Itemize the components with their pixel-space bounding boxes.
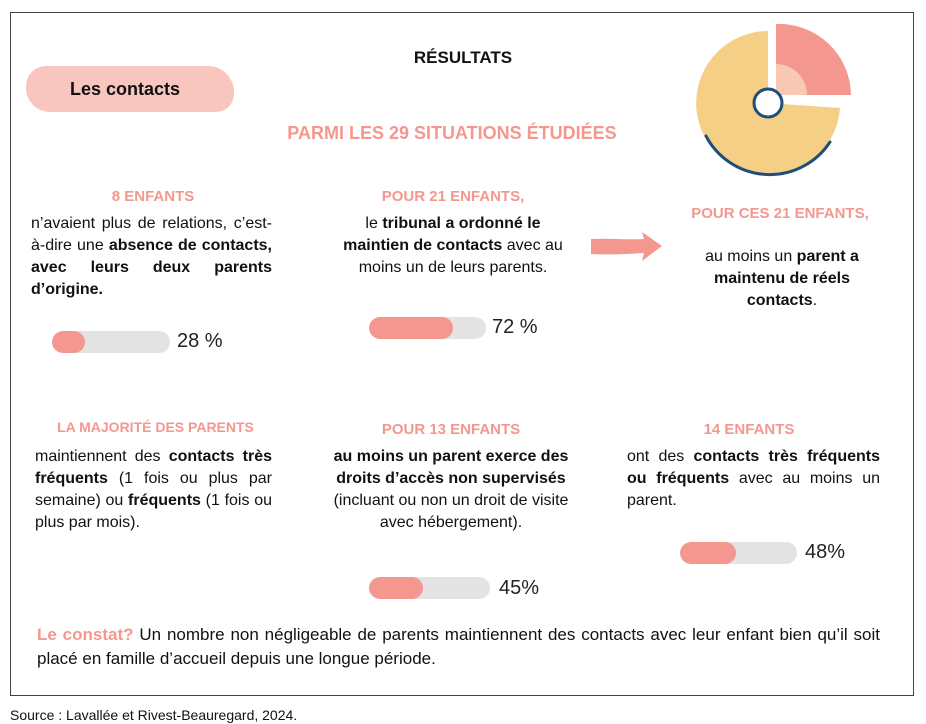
arrow-right-icon	[591, 232, 662, 261]
text-segment: fréquents	[128, 492, 201, 509]
block-4-heading: LA MAJORITÉ DES PARENTS	[57, 419, 254, 435]
progress-bar-28	[52, 331, 170, 353]
progress-fill	[369, 317, 454, 339]
progress-fill	[680, 542, 737, 564]
block-4-text: maintiennent des contacts très fréquents…	[35, 446, 272, 534]
block-1-text: n’avaient plus de relations, c’est-à-dir…	[31, 213, 272, 301]
conclusion-lead: Le constat?	[37, 625, 134, 644]
text-segment: absence de contacts, avec leurs deux par…	[31, 237, 272, 298]
block-5-text: au moins un parent exerce des droits d’a…	[328, 446, 574, 534]
text-segment: contacts très fréquents	[35, 448, 272, 487]
block-2-heading: POUR 21 ENFANTS,	[381, 188, 525, 205]
section-tag: Les contacts	[26, 66, 234, 112]
percent-label: 72 %	[492, 316, 538, 338]
percent-label: 28 %	[177, 330, 223, 352]
text-segment: (1 fois ou plus par mois).	[35, 492, 272, 531]
block-3-text: au moins un parent a maintenu de réels c…	[678, 246, 886, 312]
conclusion-paragraph: Le constat? Un nombre non négligeable de…	[37, 623, 880, 671]
progress-bar-72	[369, 317, 486, 339]
text-segment: tribunal a ordonné le maintien de contac…	[343, 215, 541, 254]
percent-label: 45%	[499, 577, 540, 599]
page-title: RÉSULTATS	[413, 48, 513, 67]
text-segment: contacts très fréquents ou fréquents	[627, 448, 880, 487]
block-2-text: le tribunal a ordonné le maintien de con…	[333, 213, 573, 279]
text-segment: le	[365, 215, 383, 232]
text-segment: .	[812, 292, 818, 309]
pie-chart-icon	[696, 20, 855, 176]
progress-fill	[369, 577, 424, 599]
subtitle: PARMI LES 29 SITUATIONS ÉTUDIÉES	[287, 123, 617, 143]
text-segment: (incluant ou non un droit de visite avec…	[333, 492, 569, 531]
text-segment: n’avaient plus de relations, c’est-à-dir…	[31, 215, 272, 254]
block-1-heading: 8 ENFANTS	[111, 188, 195, 205]
text-segment: au moins un	[705, 248, 797, 265]
text-segment: ont des	[627, 448, 694, 465]
percent-label: 48%	[805, 541, 846, 563]
progress-fill	[52, 331, 86, 353]
text-segment: avec au moins un de leurs parents.	[358, 237, 563, 276]
text-segment: maintiennent des	[35, 448, 169, 465]
block-6-heading: 14 ENFANTS	[703, 421, 795, 438]
conclusion-text: Un nombre non négligeable de parents mai…	[37, 625, 880, 668]
text-segment: au moins un parent exerce des droits d’a…	[333, 448, 569, 487]
text-segment: (1 fois ou plus par semaine) ou	[35, 470, 272, 509]
text-segment: parent a maintenu de réels contacts	[713, 248, 859, 309]
block-6-text: ont des contacts très fréquents ou fréqu…	[627, 446, 880, 512]
progress-bar-45	[369, 577, 490, 599]
text-segment: avec au moins un parent.	[627, 470, 880, 509]
source-note: Source : Lavallée et Rivest-Beauregard, …	[10, 707, 298, 723]
block-5-heading: POUR 13 ENFANTS	[381, 421, 521, 438]
block-3-heading: POUR CES 21 ENFANTS,	[691, 205, 869, 222]
infographic-frame	[10, 12, 914, 696]
progress-bar-48	[680, 542, 797, 564]
